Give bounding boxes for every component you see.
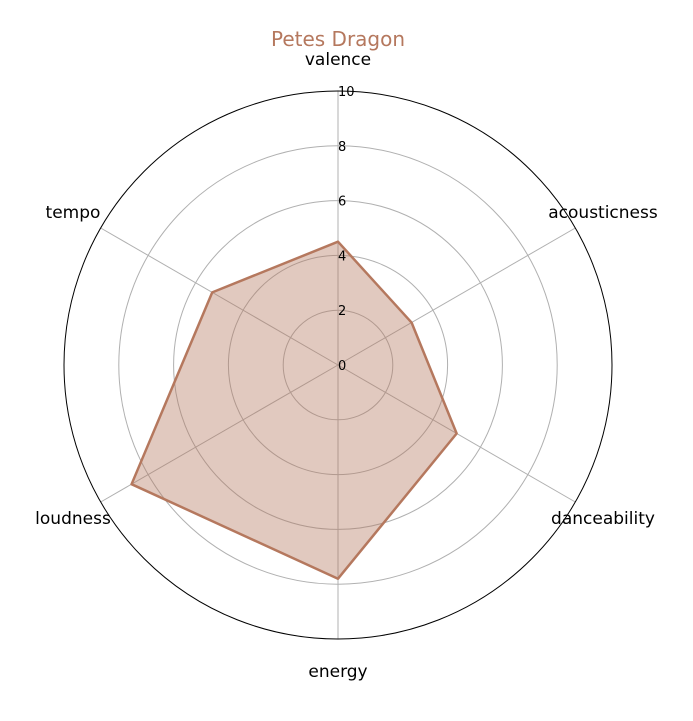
spoke-tempo: [100, 227, 339, 366]
chart-title: Petes Dragon: [271, 27, 405, 51]
axis-label-valence: valence: [305, 50, 371, 70]
axis-spokes: [100, 91, 576, 639]
tick-label-10: 10: [338, 85, 355, 100]
tick-label-8: 8: [338, 140, 346, 155]
tick-label-6: 6: [338, 195, 346, 210]
tick-label-0: 0: [338, 359, 346, 374]
axis-label-loudness: loudness: [35, 509, 111, 529]
axis-label-danceability: danceability: [551, 509, 655, 529]
spoke-acousticness: [337, 227, 576, 366]
tick-label-4: 4: [338, 249, 346, 264]
spoke-loudness: [100, 364, 339, 503]
axis-label-tempo: tempo: [46, 203, 101, 223]
axis-label-energy: energy: [308, 662, 367, 682]
series-layer: [130, 240, 458, 580]
outer-frame: [63, 90, 613, 640]
radial-tick-labels: 0 2 4 6 8 10: [338, 85, 355, 374]
tick-label-2: 2: [338, 304, 346, 319]
axis-label-acousticness: acousticness: [548, 203, 658, 223]
series-area: [131, 241, 457, 579]
axis-labels: valence acousticness danceability energy lou…: [35, 50, 658, 682]
